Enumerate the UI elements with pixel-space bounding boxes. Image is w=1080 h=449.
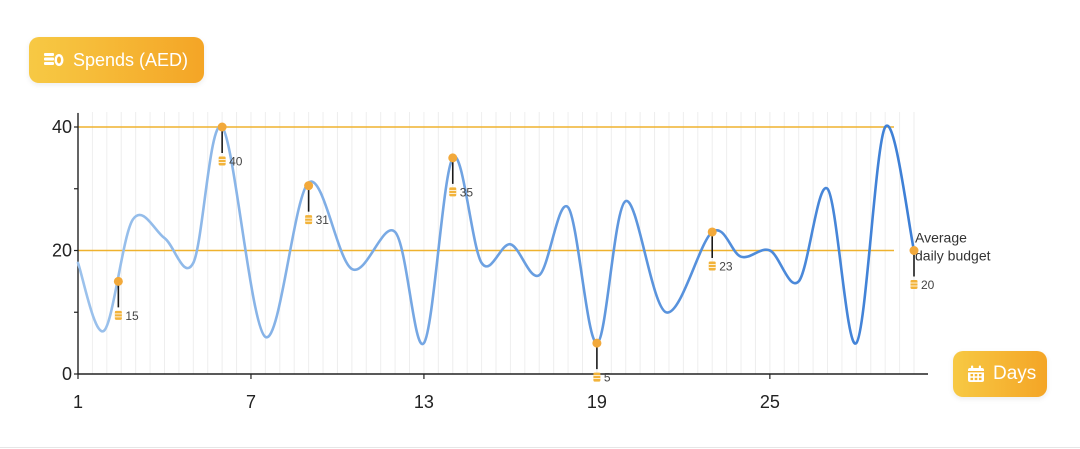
data-point — [909, 246, 919, 255]
data-point — [707, 227, 717, 237]
annotation-label: 40 — [229, 155, 243, 169]
calendar-icon — [967, 365, 985, 383]
y-tick-label: 20 — [52, 241, 72, 261]
annotation-label: 31 — [316, 213, 330, 227]
data-point — [448, 153, 458, 163]
y-tick-label: 40 — [52, 117, 72, 137]
annotation-label: 23 — [719, 259, 733, 273]
reference-label-line2: daily budget — [915, 248, 991, 264]
data-point — [592, 338, 602, 348]
coin-icon — [218, 156, 226, 166]
x-tick-label: 7 — [246, 392, 256, 412]
coin-icon — [910, 280, 918, 289]
coin-icon — [305, 215, 313, 225]
coin-icon — [708, 261, 716, 271]
x-tick-label: 1 — [73, 392, 83, 412]
coins-icon — [43, 51, 65, 69]
data-point — [217, 122, 227, 132]
annotation-label: 35 — [460, 185, 474, 199]
spends-pill: Spends (AED) — [29, 37, 204, 83]
coin-icon — [449, 187, 457, 197]
spend-series-line — [76, 124, 916, 346]
data-point — [304, 181, 314, 191]
annotation-label: 5 — [604, 371, 611, 385]
x-tick-label: 25 — [760, 392, 780, 412]
y-tick-label: 0 — [62, 364, 72, 384]
annotation-label: 15 — [125, 309, 139, 323]
x-tick-label: 13 — [414, 392, 434, 412]
divider — [0, 447, 1080, 448]
days-pill: Days — [953, 351, 1047, 397]
coin-icon — [593, 372, 601, 382]
days-label: Days — [993, 363, 1037, 384]
annotation-label: 20 — [921, 278, 935, 292]
spends-label: Spends (AED) — [73, 49, 189, 70]
data-point — [113, 276, 123, 286]
coin-icon — [114, 310, 122, 320]
reference-label-line1: Average — [915, 230, 967, 246]
x-tick-label: 19 — [587, 392, 607, 412]
